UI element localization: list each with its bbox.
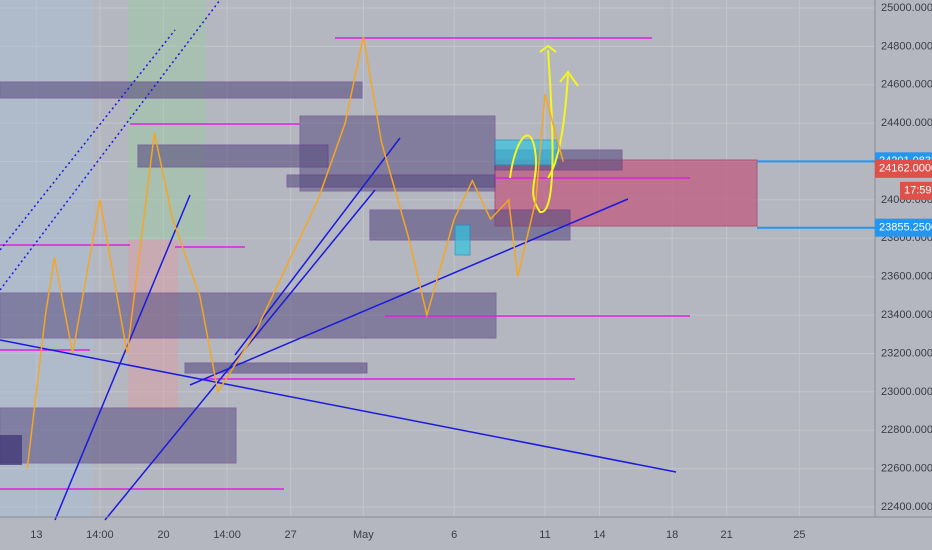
- y-tick-label: 24600.0000: [881, 79, 932, 91]
- y-tick-label: 23600.0000: [881, 271, 932, 283]
- x-tick-label: 13: [30, 529, 42, 541]
- x-tick-label: May: [353, 529, 374, 541]
- trendline: [0, 29, 176, 251]
- y-tick-label: 24400.0000: [881, 117, 932, 129]
- trendline: [0, 339, 677, 473]
- x-tick-label: 25: [793, 529, 805, 541]
- x-tick-label: 20: [157, 529, 169, 541]
- y-tick-label: 22400.0000: [881, 501, 932, 513]
- x-tick-label: 14:00: [86, 529, 114, 541]
- countdown-box: [900, 181, 932, 200]
- range-band: [128, 0, 206, 240]
- trendline: [54, 194, 191, 521]
- x-tick-label: 18: [666, 529, 678, 541]
- levels: [0, 37, 690, 490]
- y-tick-label: 23000.0000: [881, 386, 932, 398]
- y-tick-label: 23400.0000: [881, 309, 932, 321]
- price-label-box: [875, 159, 932, 178]
- trendlines: [0, 0, 677, 521]
- x-tick-label: 6: [451, 529, 457, 541]
- x-tick-label: 14:00: [213, 529, 241, 541]
- zone: [0, 407, 237, 464]
- zone: [494, 139, 558, 166]
- zone: [184, 362, 368, 374]
- countdown: 17:59: [904, 185, 932, 197]
- zone: [0, 81, 363, 99]
- zone: [454, 224, 471, 256]
- trendline: [234, 137, 401, 356]
- price-label: 23855.2500: [879, 222, 932, 234]
- y-tick-label: 22600.0000: [881, 463, 932, 475]
- price-label: 24162.0000: [879, 163, 932, 175]
- y-tick-label: 23200.0000: [881, 347, 932, 359]
- x-tick-label: 21: [721, 529, 733, 541]
- trendline: [189, 198, 629, 386]
- zone: [137, 144, 329, 168]
- hand-drawn-arrows: [509, 44, 579, 213]
- trendline: [0, 0, 221, 291]
- x-tick-label: 14: [593, 529, 605, 541]
- price-line: [26, 36, 564, 469]
- zone: [0, 435, 22, 465]
- price-label-box: [875, 218, 932, 237]
- trendline: [104, 189, 376, 521]
- y-tick-label: 25000.0000: [881, 2, 932, 14]
- x-tick-label: 27: [285, 529, 297, 541]
- drawings: [0, 0, 758, 521]
- y-tick-label: 24800.0000: [881, 40, 932, 52]
- x-tick-label: 11: [539, 529, 550, 541]
- y-tick-label: 22800.0000: [881, 424, 932, 436]
